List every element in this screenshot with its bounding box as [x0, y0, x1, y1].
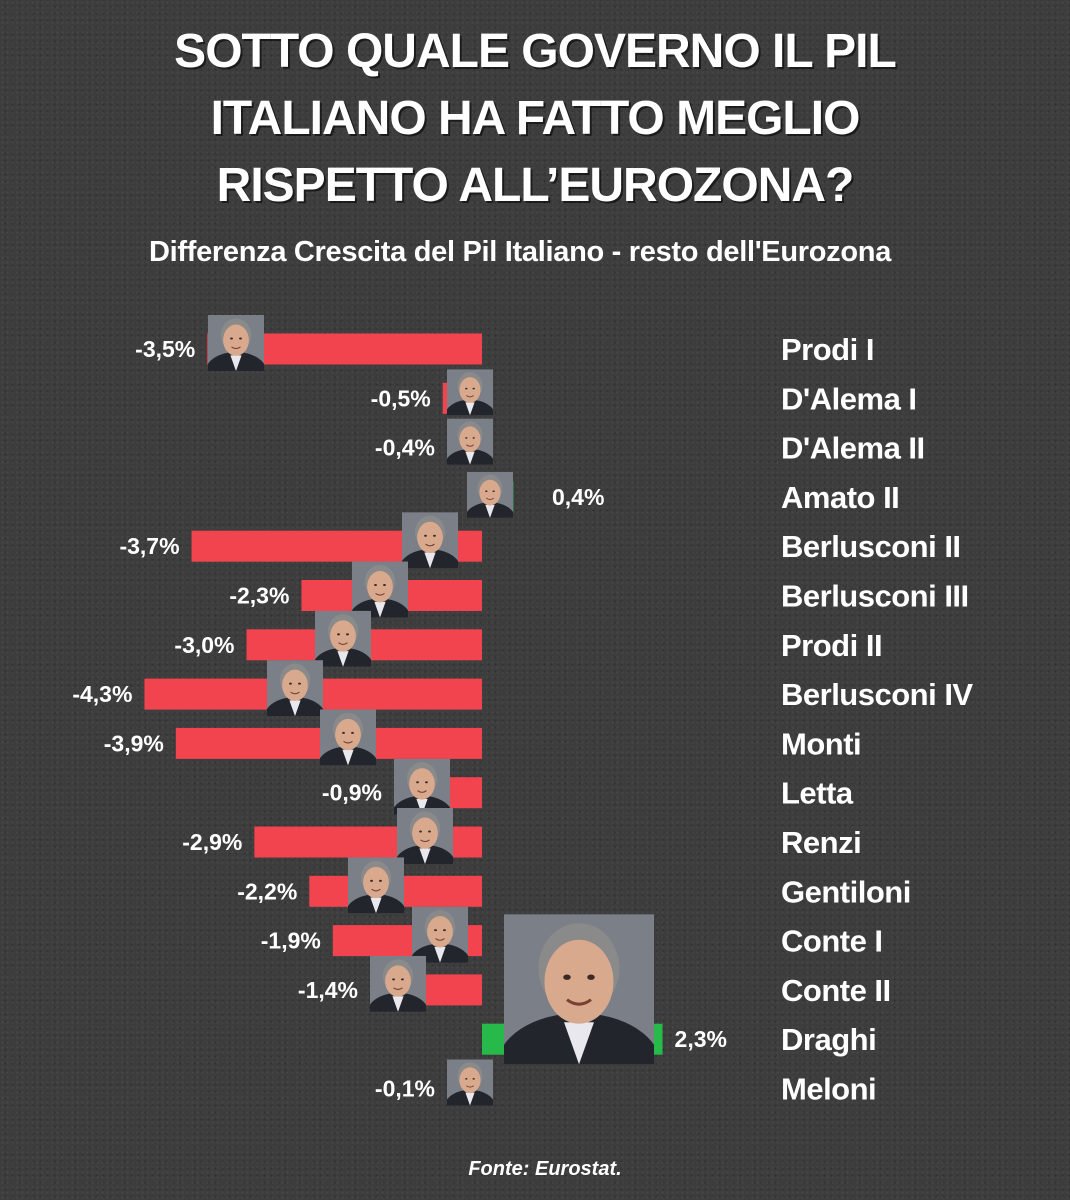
category-label: Prodi II: [781, 628, 882, 663]
bar-group: -3,9% Monti: [104, 709, 862, 766]
bar-group: -1,9% Conte I: [261, 906, 883, 963]
value-label: -4,3%: [72, 681, 132, 707]
chart-title: SOTTO QUALE GOVERNO IL PIL ITALIANO HA F…: [0, 18, 1070, 219]
category-label: Conte II: [781, 973, 891, 1008]
category-label: Conte I: [781, 924, 883, 959]
value-label: -2,3%: [229, 583, 289, 609]
value-label: -0,9%: [322, 780, 382, 806]
value-label: -2,2%: [237, 878, 297, 904]
category-label: Renzi: [781, 825, 861, 860]
category-label: Draghi: [781, 1022, 876, 1057]
category-label: D'Alema II: [781, 431, 925, 466]
title-line-2: ITALIANO HA FATTO MEGLIO: [210, 92, 861, 145]
portrait-photo: [402, 512, 458, 569]
category-label: Berlusconi IV: [781, 677, 973, 712]
category-label: D'Alema I: [781, 381, 917, 416]
value-label: -0,4%: [375, 435, 435, 461]
portrait-photo: [447, 1059, 493, 1106]
value-label: -0,5%: [371, 385, 431, 411]
value-label: -3,9%: [104, 730, 164, 756]
portrait-photo: [412, 906, 468, 963]
portrait-photo: [320, 709, 376, 766]
category-label: Letta: [781, 776, 854, 811]
bar-group: -2,9% Renzi: [182, 808, 862, 864]
bar-group: -4,3% Berlusconi IV: [72, 660, 974, 717]
value-label: 2,3%: [675, 1026, 727, 1052]
bar-group: -1,4% Conte II: [298, 955, 891, 1012]
portrait-photo: [315, 610, 371, 667]
category-label: Meloni: [781, 1072, 876, 1107]
bar-group: -2,2% Gentiloni: [237, 857, 911, 914]
bar-group: -0,5% D'Alema I: [371, 369, 917, 416]
portrait-photo: [467, 471, 513, 518]
portrait-photo: [348, 857, 404, 914]
portrait-photo: [370, 955, 426, 1012]
bar-group: 0,4% Amato II: [467, 471, 900, 518]
portrait-photo: [352, 561, 408, 618]
bar-group: -0,1% Meloni: [375, 1059, 877, 1107]
category-label: Amato II: [781, 480, 899, 515]
value-label: -3,7%: [119, 533, 179, 559]
value-label: -0,1%: [375, 1076, 435, 1102]
value-label: -2,9%: [182, 829, 242, 855]
value-label: 0,4%: [552, 484, 604, 510]
value-label: -1,4%: [298, 977, 358, 1003]
value-label: -3,5%: [135, 336, 195, 362]
bar-group: -0,4% D'Alema II: [375, 418, 925, 466]
bar-group: -2,3% Berlusconi III: [229, 561, 969, 618]
category-label: Berlusconi II: [781, 529, 961, 564]
category-label: Monti: [781, 726, 861, 761]
portrait-photo: [208, 315, 264, 371]
portrait-photo: [447, 418, 493, 465]
bar-group: 2,3% Draghi: [482, 914, 877, 1065]
category-label: Gentiloni: [781, 874, 911, 909]
bar-group: -3,0% Prodi II: [174, 610, 883, 667]
category-label: Berlusconi III: [781, 579, 969, 614]
category-label: Prodi I: [781, 332, 874, 367]
bar-group: -3,7% Berlusconi II: [119, 512, 961, 569]
chart-subtitle: Differenza Crescita del Pil Italiano - r…: [148, 236, 892, 268]
portrait-photo: [267, 660, 323, 717]
bar-group: -3,5% Prodi I: [135, 315, 874, 371]
portrait-photo: [447, 369, 493, 416]
source-note: Fonte: Eurostat.: [468, 1158, 622, 1180]
portrait-photo: [504, 914, 654, 1065]
value-label: -1,9%: [261, 928, 321, 954]
title-line-3: RISPETTO ALL’EUROZONA?: [216, 159, 855, 212]
portrait-photo: [397, 808, 453, 864]
value-label: -3,0%: [174, 632, 234, 658]
title-line-1: SOTTO QUALE GOVERNO IL PIL: [174, 25, 897, 78]
